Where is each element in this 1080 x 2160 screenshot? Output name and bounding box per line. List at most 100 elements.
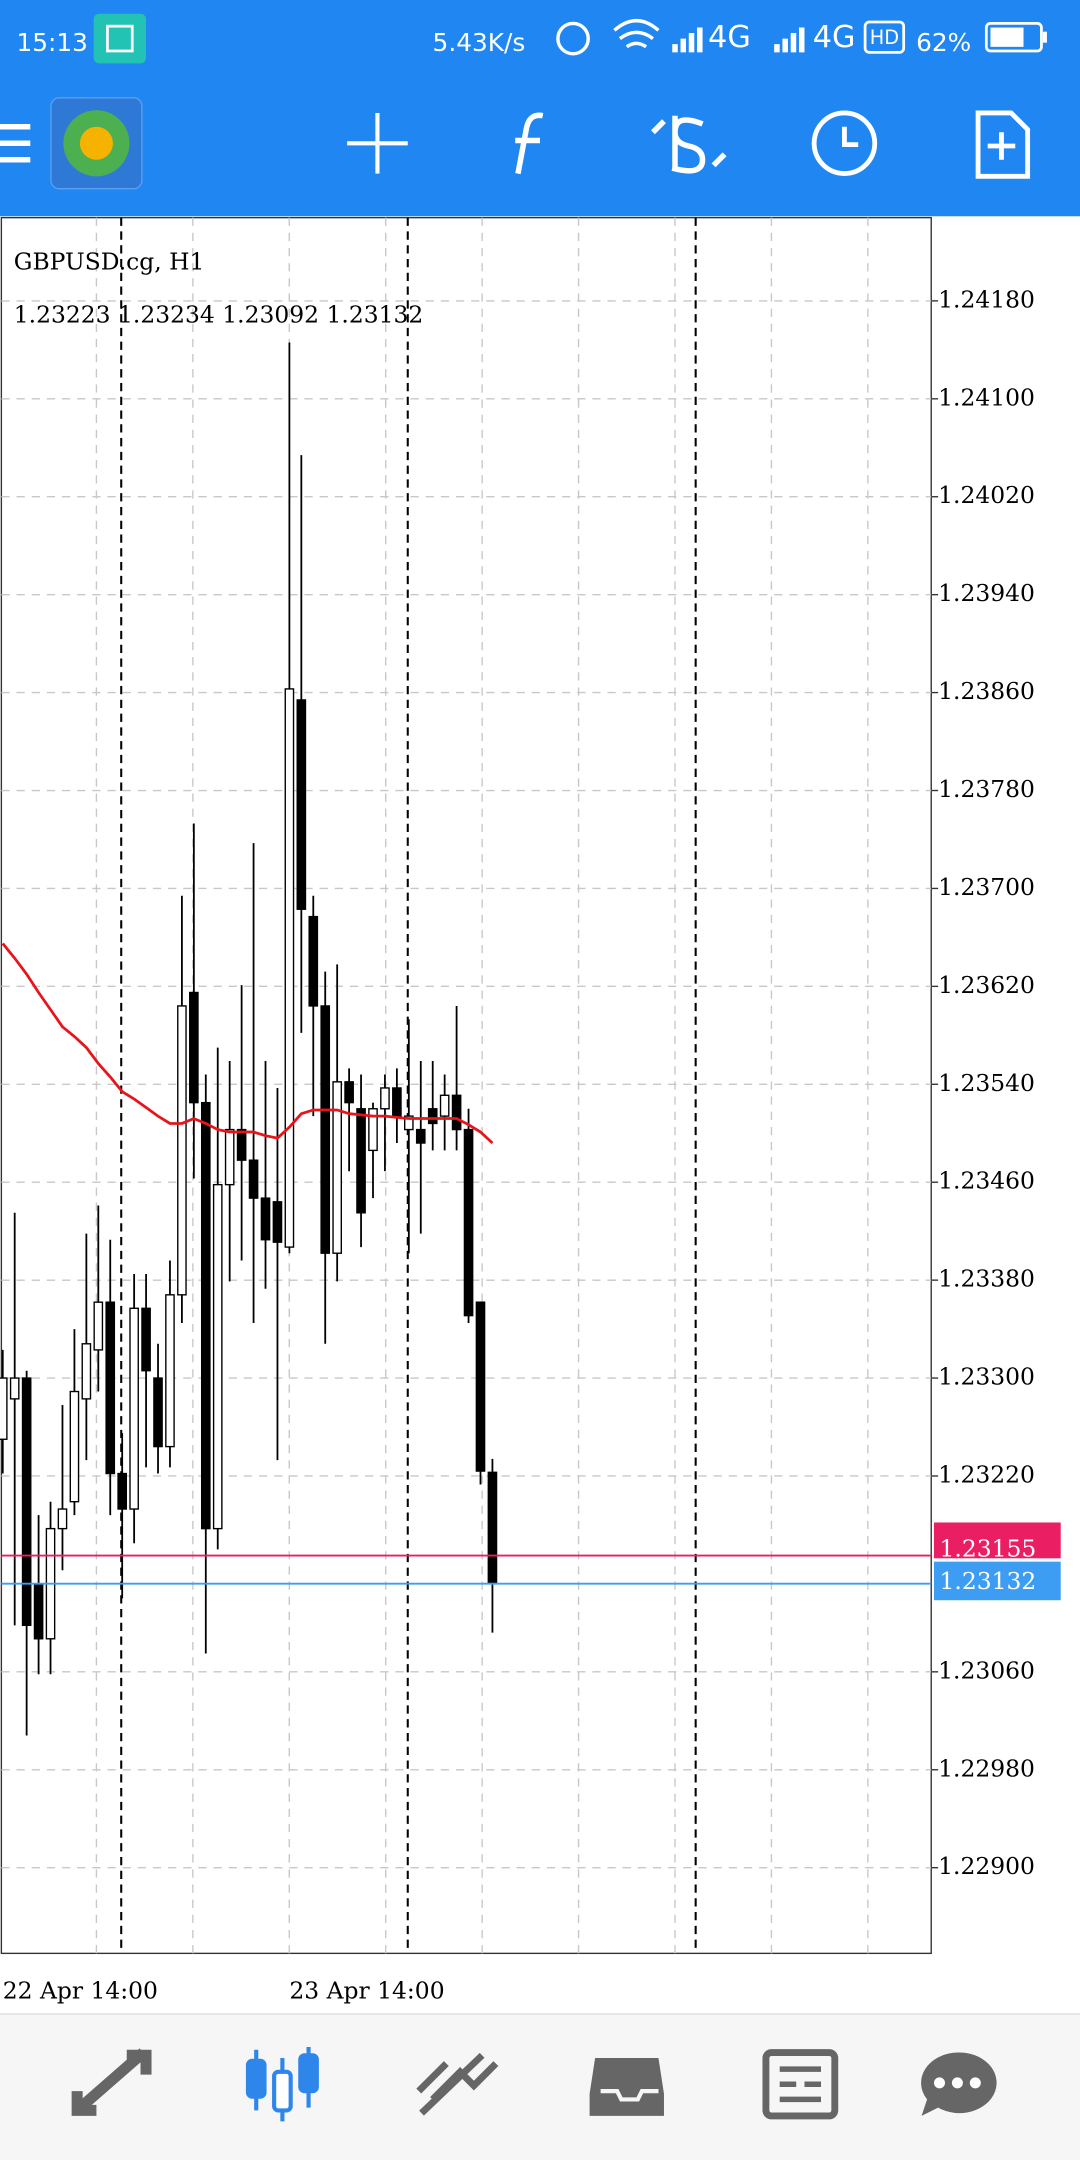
battery-level: 62%	[916, 28, 971, 57]
y-tick-label: 1.23060	[938, 1656, 1035, 1684]
ask-label-bg	[933, 1522, 1061, 1559]
candle-body	[141, 1307, 151, 1372]
x-tick-label: 23 Apr 14:00	[289, 1976, 444, 2004]
y-tick-label: 1.23540	[938, 1069, 1035, 1097]
candle-body	[451, 1094, 462, 1131]
candle-body	[308, 915, 319, 1007]
candle-body	[153, 1377, 163, 1448]
indicators-button[interactable]	[515, 112, 544, 175]
y-tick-label: 1.23620	[938, 971, 1035, 999]
candle-body	[93, 1301, 104, 1351]
candle-body	[260, 1197, 271, 1241]
ohlc-readout: 1.23223 1.23234 1.23092 1.23132	[14, 300, 424, 328]
y-tick-label: 1.23300	[938, 1363, 1035, 1391]
battery-fill	[990, 27, 1024, 47]
chart-tab[interactable]	[245, 2047, 319, 2122]
candle-body	[427, 1108, 438, 1125]
candle-body	[224, 1128, 235, 1186]
menu-button[interactable]	[0, 123, 31, 163]
candle-body	[212, 1183, 223, 1530]
ask-label: 1.23155	[939, 1535, 1036, 1563]
candle-body	[404, 1115, 414, 1131]
bid-label: 1.23132	[939, 1567, 1036, 1595]
y-tick-label: 1.23380	[938, 1265, 1035, 1293]
candle-body	[272, 1201, 283, 1243]
candle-body	[368, 1108, 378, 1152]
candle-body	[69, 1390, 80, 1503]
x-tick-label: 22 Apr 14:00	[3, 1976, 158, 2004]
candle-body	[392, 1087, 402, 1117]
y-tick-label: 1.23220	[938, 1460, 1035, 1488]
chat-dot	[969, 2077, 981, 2089]
y-tick-label: 1.23940	[938, 579, 1035, 607]
candle-body	[236, 1128, 247, 1161]
signal-icon-2	[774, 27, 805, 53]
chart-frame	[0, 216, 932, 1955]
bid-label-bg	[933, 1561, 1061, 1601]
candle-body	[81, 1343, 92, 1400]
candle-body	[165, 1294, 175, 1448]
candle-body	[105, 1301, 116, 1475]
candle-body	[189, 991, 199, 1104]
candle-body	[117, 1472, 128, 1510]
signal-icon	[672, 27, 703, 53]
candle-body	[21, 1377, 32, 1627]
chat-dot	[933, 2077, 945, 2089]
trade-button[interactable]	[651, 115, 727, 174]
candle-body	[463, 1128, 474, 1317]
y-tick-label: 1.23700	[938, 873, 1035, 901]
status-time: 15:13	[17, 28, 88, 57]
new-order-button[interactable]	[975, 110, 1031, 179]
clock-hands	[842, 126, 859, 148]
hd-box	[863, 20, 906, 54]
quotes-tab[interactable]	[71, 2048, 152, 2116]
trade-tab[interactable]	[416, 2052, 499, 2116]
y-tick-label: 1.24180	[938, 285, 1035, 313]
symbol-label: GBPUSD.cg, H1	[14, 248, 205, 276]
network-1: 4G	[708, 20, 751, 55]
period-button[interactable]	[811, 110, 878, 176]
battery-icon	[984, 22, 1043, 53]
crosshair-button[interactable]	[347, 112, 408, 174]
logo-center	[79, 126, 113, 160]
candle-body	[33, 1583, 44, 1640]
candle-body	[200, 1101, 211, 1530]
candle-body	[177, 1005, 187, 1296]
screenshot-glyph	[106, 24, 134, 53]
candle-body	[332, 1081, 342, 1254]
battery-tip	[1042, 31, 1047, 43]
alarm-icon	[556, 21, 590, 56]
candle-body	[415, 1128, 426, 1144]
candle-body	[284, 688, 295, 1248]
header-bg	[0, 0, 1080, 217]
screenshot-icon	[93, 13, 147, 64]
moving-average	[1, 942, 494, 1145]
news-glyph	[779, 2066, 822, 2103]
candle-body	[380, 1087, 390, 1110]
ohlc-close: 1.23132	[327, 300, 424, 328]
ohlc-high: 1.23234	[118, 300, 215, 328]
news-tab[interactable]	[762, 2049, 839, 2120]
candle-body	[344, 1081, 354, 1104]
candle-body	[248, 1159, 259, 1199]
history-tab[interactable]	[589, 2058, 664, 2116]
candle-body	[356, 1108, 366, 1214]
candle-body	[129, 1307, 139, 1510]
status-speed: 5.43K/s	[433, 28, 526, 57]
y-tick-label: 1.24020	[938, 481, 1035, 509]
ohlc-open: 1.23223	[14, 300, 111, 328]
network-2: 4G	[813, 20, 856, 55]
candle-body	[0, 1377, 8, 1440]
y-tick-label: 1.22980	[938, 1754, 1035, 1782]
ohlc-low: 1.23092	[222, 300, 319, 328]
candle-body	[57, 1508, 68, 1530]
candle-body	[320, 1005, 331, 1254]
y-tick-label: 1.24100	[938, 383, 1035, 411]
candle-body	[296, 699, 307, 910]
history-glyph	[600, 2089, 659, 2102]
y-tick-label: 1.23860	[938, 677, 1035, 705]
hd-label: HD	[870, 26, 899, 49]
candle-body	[9, 1377, 20, 1400]
y-tick-label: 1.23780	[938, 775, 1035, 803]
